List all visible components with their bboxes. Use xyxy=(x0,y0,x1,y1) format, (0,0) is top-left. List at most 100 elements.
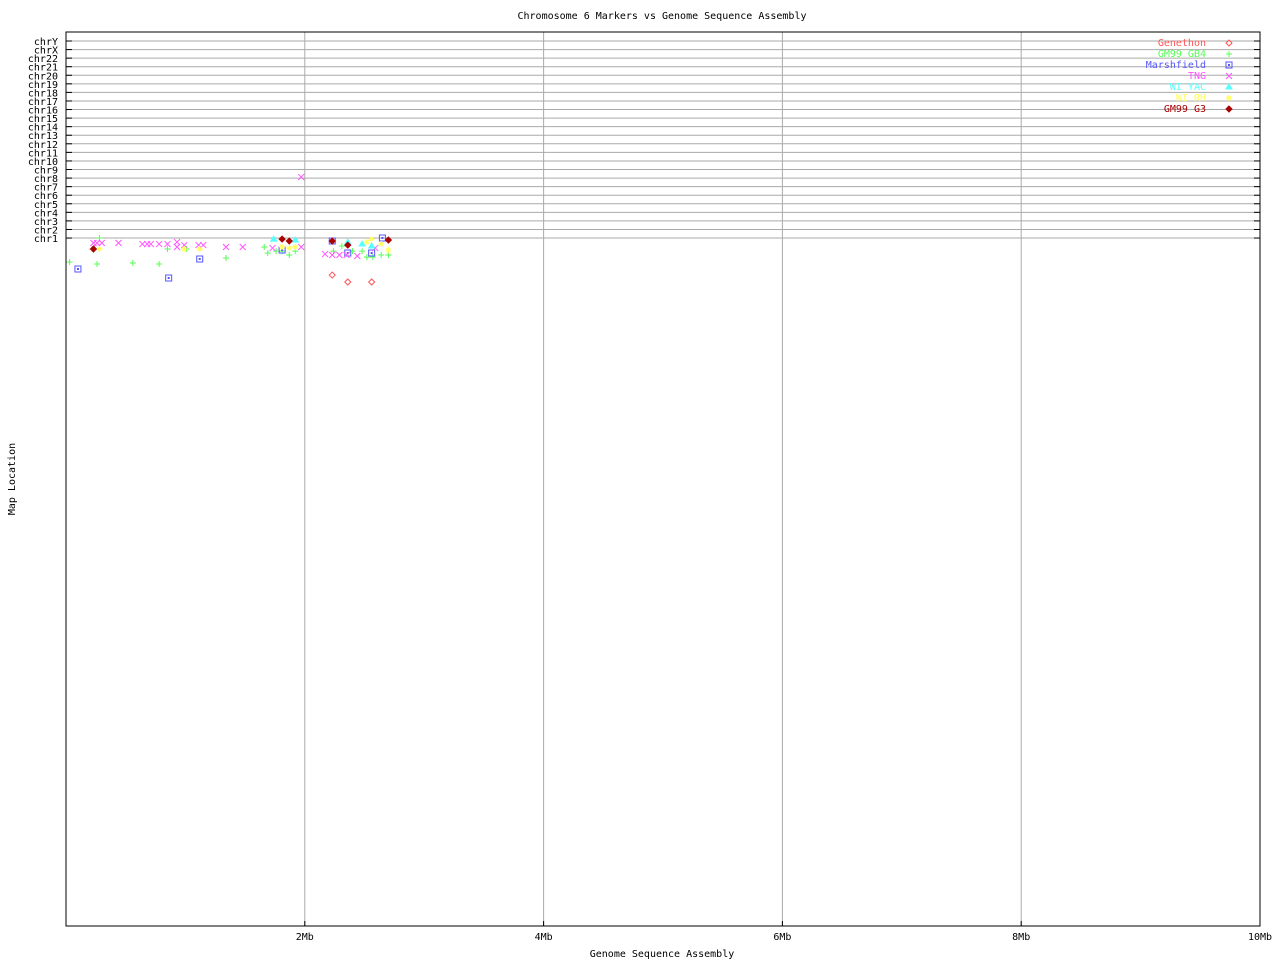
data-point xyxy=(363,254,370,261)
y-tick-label: chr10 xyxy=(28,157,58,168)
data-point xyxy=(330,248,337,255)
data-point xyxy=(328,271,336,279)
data-point xyxy=(273,248,280,255)
y-tick-label: chr21 xyxy=(28,63,58,74)
x-axis-label: Genome Sequence Assembly xyxy=(590,949,735,960)
data-point xyxy=(222,255,229,262)
legend-label: GM99 G3 xyxy=(1164,104,1206,115)
data-point xyxy=(338,243,345,250)
legend-marker xyxy=(1226,51,1232,57)
y-tick-label: chr6 xyxy=(34,191,58,202)
data-point xyxy=(278,235,286,243)
y-axis-label: Map Location xyxy=(7,443,18,515)
data-point xyxy=(264,250,271,257)
data-point xyxy=(66,259,73,266)
data-point xyxy=(297,173,305,181)
y-tick-label: chr11 xyxy=(28,148,58,159)
legend-marker xyxy=(1225,105,1233,113)
data-point xyxy=(279,244,286,251)
data-point xyxy=(286,252,293,259)
y-tick-label: chr2 xyxy=(34,225,58,236)
data-point xyxy=(363,239,370,246)
data-point xyxy=(74,265,82,273)
y-tick-label: chr22 xyxy=(28,54,58,65)
y-tick-label: chr18 xyxy=(28,88,58,99)
data-point xyxy=(343,251,350,259)
legend-label: Marshfield xyxy=(1146,60,1206,71)
y-tick-label: chr9 xyxy=(34,166,58,177)
data-point xyxy=(164,240,171,248)
data-point xyxy=(344,241,352,249)
legend-label: TNG xyxy=(1188,71,1206,82)
data-point xyxy=(222,243,230,251)
y-tick-label: chr13 xyxy=(28,131,58,142)
data-point xyxy=(328,251,336,259)
x-tick-label: 6Mb xyxy=(773,932,791,943)
legend-label: WI YAC xyxy=(1170,82,1206,93)
legend-marker xyxy=(1225,83,1233,90)
series-wi-rh xyxy=(96,236,392,254)
x-tick-label: 4Mb xyxy=(535,932,553,943)
data-point xyxy=(328,237,336,245)
data-point xyxy=(181,246,188,253)
legend-marker xyxy=(1225,39,1233,47)
legend-label: WI RH xyxy=(1176,93,1206,104)
data-point xyxy=(321,250,329,258)
y-tick-label: chr19 xyxy=(28,80,58,91)
y-tick-label: chr20 xyxy=(28,71,58,82)
data-point xyxy=(165,274,173,282)
legend-marker xyxy=(1226,95,1232,101)
data-point xyxy=(98,239,106,247)
data-point xyxy=(378,252,385,259)
data-point xyxy=(269,235,278,242)
legend-marker xyxy=(1225,61,1233,69)
data-point xyxy=(368,249,376,257)
y-tick-label: chr12 xyxy=(28,140,58,151)
data-point xyxy=(384,236,393,244)
data-point xyxy=(336,251,343,259)
data-point xyxy=(292,244,299,251)
data-point xyxy=(156,261,163,268)
data-point xyxy=(367,278,376,286)
data-point xyxy=(378,241,385,248)
data-point xyxy=(367,242,376,249)
data-point xyxy=(285,237,293,245)
series-genethon xyxy=(328,271,376,286)
data-point xyxy=(291,236,300,243)
data-point xyxy=(359,248,366,255)
data-point xyxy=(129,260,136,267)
data-point xyxy=(89,245,98,253)
data-point xyxy=(139,240,146,248)
axes: chr1chr2chr3chr4chr5chr6chr7chr8chr9chr1… xyxy=(28,31,1272,943)
data-point xyxy=(93,239,101,247)
data-point xyxy=(196,255,204,263)
y-tick-label: chr3 xyxy=(34,217,58,228)
series-gm99-gb4 xyxy=(66,235,392,268)
data-point xyxy=(269,244,276,252)
y-tick-label: chr1 xyxy=(34,234,58,245)
grid xyxy=(66,32,1260,926)
y-tick-label: chr14 xyxy=(28,123,58,134)
data-point xyxy=(94,261,101,268)
data-point xyxy=(173,243,181,251)
legend-marker xyxy=(1225,72,1233,80)
plot-frame xyxy=(65,31,1261,927)
legend-label: GM99 GB4 xyxy=(1158,49,1206,60)
legend-label: Genethon xyxy=(1158,38,1206,49)
y-tick-label: chr17 xyxy=(28,97,58,108)
data-point xyxy=(358,240,366,247)
x-tick-label: 2Mb xyxy=(296,932,314,943)
data-point xyxy=(368,236,375,243)
data-point xyxy=(155,240,163,248)
data-point xyxy=(378,234,386,242)
data-point xyxy=(297,243,305,251)
series-gm99-g3 xyxy=(89,235,393,253)
x-tick-label: 8Mb xyxy=(1012,932,1030,943)
data-point xyxy=(344,278,352,286)
data-point xyxy=(115,239,122,247)
data-point xyxy=(173,238,181,246)
series-marshfield xyxy=(74,234,386,282)
y-tick-label: chr5 xyxy=(34,200,58,211)
chart-title: Chromosome 6 Markers vs Genome Sequence … xyxy=(518,11,807,22)
